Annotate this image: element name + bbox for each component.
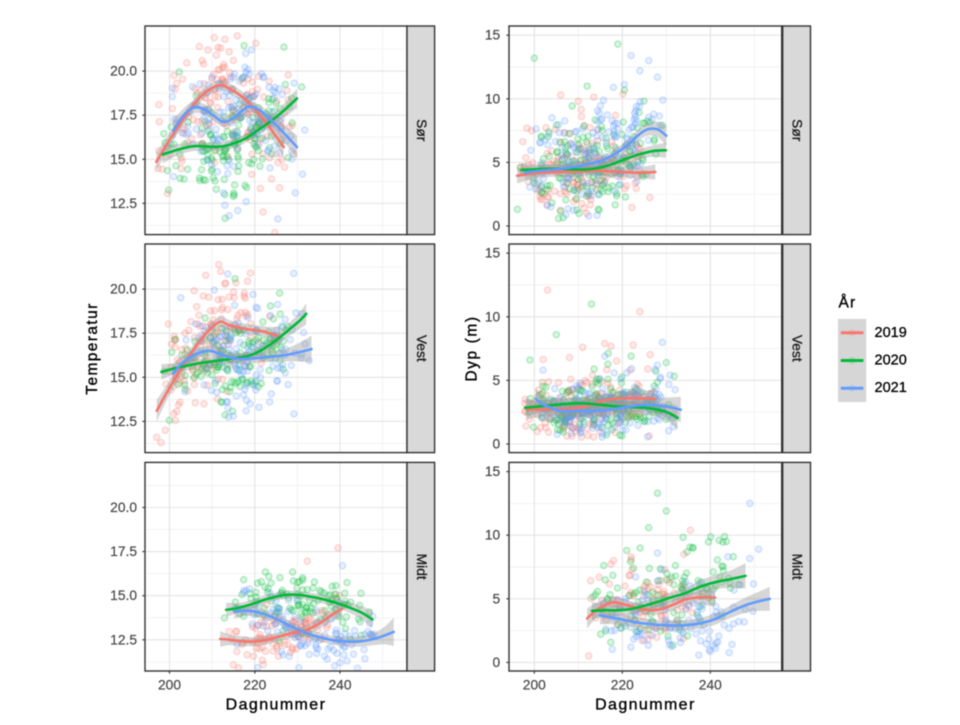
- svg-text:15.0: 15.0: [110, 588, 137, 603]
- svg-text:2020: 2020: [875, 353, 907, 369]
- svg-text:200: 200: [523, 678, 546, 693]
- svg-text:240: 240: [328, 678, 351, 693]
- svg-text:10: 10: [485, 91, 501, 106]
- svg-text:Dyp (m): Dyp (m): [463, 315, 480, 381]
- svg-text:Temperatur: Temperatur: [84, 302, 101, 394]
- svg-text:20.0: 20.0: [110, 282, 137, 297]
- svg-text:Midt: Midt: [790, 554, 805, 580]
- svg-text:5: 5: [493, 591, 501, 606]
- svg-text:12.5: 12.5: [110, 414, 137, 429]
- svg-text:12.5: 12.5: [110, 632, 137, 647]
- svg-text:Dagnummer: Dagnummer: [226, 696, 327, 713]
- svg-text:17.5: 17.5: [110, 544, 137, 559]
- svg-text:2021: 2021: [875, 380, 907, 396]
- svg-text:5: 5: [493, 155, 501, 170]
- svg-text:17.5: 17.5: [110, 326, 137, 341]
- svg-text:200: 200: [158, 678, 181, 693]
- svg-text:År: År: [839, 295, 857, 312]
- svg-text:Midt: Midt: [414, 554, 429, 580]
- svg-text:220: 220: [611, 678, 634, 693]
- svg-text:20.0: 20.0: [110, 64, 137, 79]
- svg-text:5: 5: [493, 373, 501, 388]
- svg-text:15: 15: [485, 464, 501, 479]
- svg-text:0: 0: [493, 219, 501, 234]
- svg-text:2019: 2019: [875, 325, 907, 341]
- svg-text:10: 10: [485, 528, 501, 543]
- svg-text:10: 10: [485, 309, 501, 324]
- svg-text:20.0: 20.0: [110, 500, 137, 515]
- svg-text:240: 240: [699, 678, 722, 693]
- svg-text:15.0: 15.0: [110, 152, 137, 167]
- svg-text:12.5: 12.5: [110, 196, 137, 211]
- svg-text:Sør: Sør: [414, 119, 429, 142]
- svg-text:15.0: 15.0: [110, 370, 137, 385]
- svg-text:15: 15: [485, 28, 501, 43]
- svg-text:0: 0: [493, 655, 501, 670]
- svg-text:Vest: Vest: [414, 335, 429, 362]
- svg-text:0: 0: [493, 437, 501, 452]
- svg-text:Dagnummer: Dagnummer: [595, 696, 696, 713]
- svg-text:15: 15: [485, 246, 501, 261]
- svg-text:17.5: 17.5: [110, 108, 137, 123]
- svg-text:220: 220: [243, 678, 266, 693]
- svg-text:Vest: Vest: [790, 335, 805, 362]
- svg-text:Sør: Sør: [790, 119, 805, 142]
